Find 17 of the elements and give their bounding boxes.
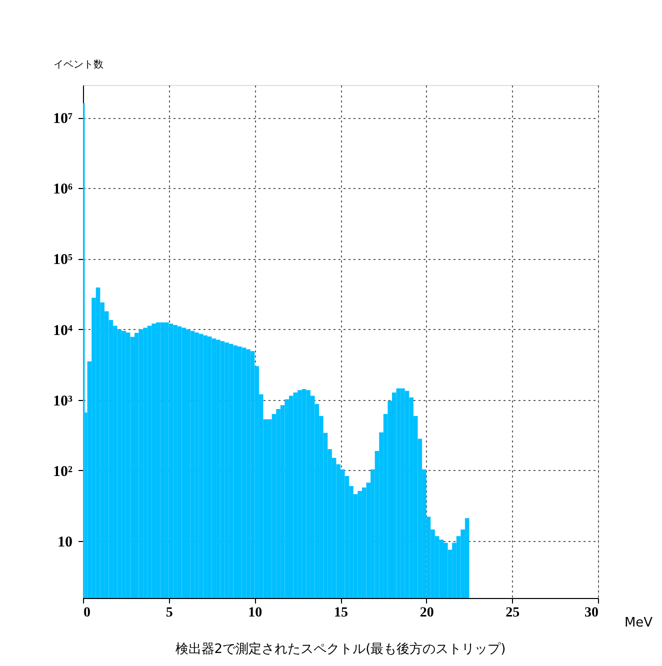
y-tick-label: 10⁴ (53, 322, 73, 339)
y-tick-label: 10³ (53, 393, 73, 410)
text: 検出器2で測定されたスペクトル(最も後方のストリップ) (175, 641, 506, 657)
x-tick-label: 25 (506, 606, 520, 620)
y-tick-label: 10⁵ (53, 252, 73, 268)
x-tick-label: 30 (584, 606, 598, 620)
x-tick-label: 10 (248, 606, 262, 620)
x-tick-label: 15 (334, 606, 348, 620)
y-axis-title: イベント数 (54, 60, 104, 70)
y-tick-label: 10 (58, 534, 72, 550)
y-tick-label: 10² (53, 464, 73, 480)
x-tick-label: 0 (84, 606, 90, 620)
y-tick-label: 10⁶ (53, 182, 73, 198)
x-tick-label: 20 (420, 606, 434, 620)
x-axis-title: MeV (624, 616, 653, 630)
y-tick-label: 10⁷ (53, 111, 73, 128)
x-tick-label: 5 (166, 606, 173, 620)
